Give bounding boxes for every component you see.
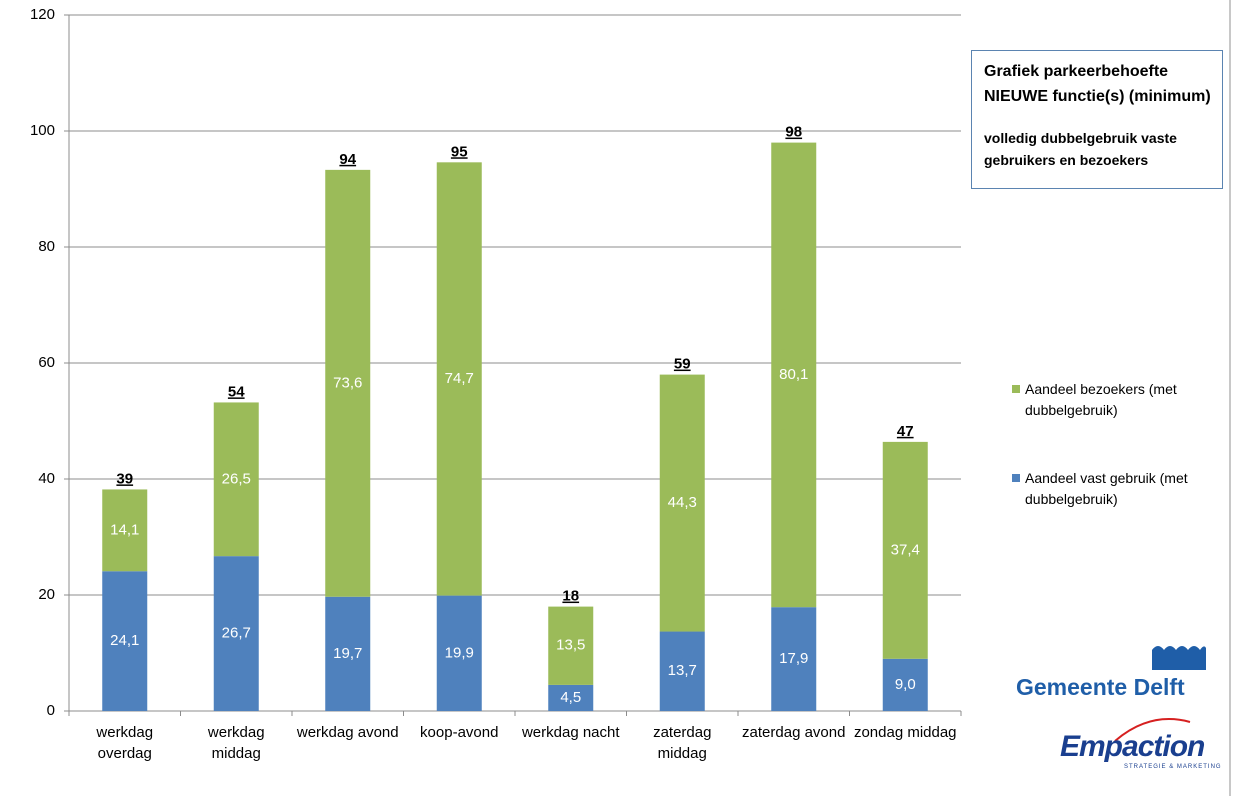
total-label: 95 (451, 143, 468, 160)
total-label: 54 (228, 383, 245, 400)
bar-segment (102, 489, 148, 572)
y-tick-label: 100 (30, 122, 55, 139)
total-label: 94 (339, 151, 356, 168)
bar-segment (548, 606, 594, 685)
total-label: 18 (562, 588, 579, 605)
value-label: 9,0 (895, 676, 916, 693)
value-label: 13,5 (556, 637, 585, 654)
value-label: 37,4 (891, 541, 920, 558)
x-tick-label: werkdag middag (207, 724, 265, 762)
value-label: 13,7 (668, 662, 697, 679)
value-label: 26,7 (222, 625, 251, 642)
x-tick-label: werkdag avond (296, 724, 399, 741)
legend-label: Aandeel vast gebruik (met dubbelgebruik) (1025, 470, 1188, 507)
value-label: 80,1 (779, 366, 808, 383)
legend-swatch (1012, 385, 1020, 393)
bar-segment (659, 631, 705, 711)
x-tick-label: werkdag overdag (96, 724, 154, 762)
logo-tagline: STRATEGIE & MARKETING (1124, 764, 1222, 770)
bar-segment (771, 607, 817, 711)
logo-empaction: Empaction (1060, 730, 1205, 763)
value-label: 74,7 (445, 370, 474, 387)
bar-segment (436, 595, 482, 711)
bar-segment (325, 169, 371, 597)
total-label: 98 (785, 124, 802, 141)
bar-segment (436, 162, 482, 596)
x-tick-label: zaterdag avond (742, 724, 846, 741)
chart-subtitle: volledig dubbelgebruik vaste gebruikers … (984, 130, 1177, 168)
logo-swoosh-line (1114, 718, 1191, 742)
bar-segment (771, 142, 817, 608)
x-tick-label: werkdag nacht (521, 724, 620, 741)
bar-segment (213, 402, 259, 557)
chart-title: Grafiek parkeerbehoefte NIEUWE functie(s… (984, 63, 1211, 105)
logo-swoosh (1114, 718, 1191, 742)
value-label: 4,5 (560, 689, 581, 706)
bar-segment (659, 374, 705, 632)
bar-segment (213, 556, 259, 711)
y-tick-label: 80 (38, 238, 55, 255)
value-label: 24,1 (110, 632, 139, 649)
value-label: 73,6 (333, 374, 362, 391)
bar-segment (102, 571, 148, 711)
logo-gemeente: Gemeente Delft (1016, 674, 1185, 700)
bar-segment (325, 596, 371, 711)
y-tick-label: 0 (47, 702, 55, 719)
x-tick-label: koop-avond (420, 724, 499, 741)
value-label: 17,9 (779, 650, 808, 667)
bar-segment (882, 441, 928, 659)
value-label: 19,9 (445, 644, 474, 661)
logo-shape (1152, 646, 1206, 670)
value-label: 14,1 (110, 521, 139, 538)
total-label: 59 (674, 356, 691, 373)
bar-segment (548, 684, 594, 711)
y-tick-label: 20 (38, 586, 55, 603)
y-tick-label: 40 (38, 470, 55, 487)
legend-label: Aandeel bezoekers (met dubbelgebruik) (1025, 381, 1177, 418)
y-tick-label: 120 (30, 6, 55, 23)
total-label: 47 (897, 423, 914, 440)
title-box: Grafiek parkeerbehoefte NIEUWE functie(s… (971, 50, 1223, 189)
value-label: 44,3 (668, 494, 697, 511)
value-label: 26,5 (222, 470, 251, 487)
total-label: 39 (116, 470, 133, 487)
logo-icon (1152, 646, 1206, 670)
legend-swatch (1012, 474, 1020, 482)
x-tick-label: zondag middag (853, 724, 957, 741)
y-tick-label: 60 (38, 354, 55, 371)
value-label: 19,7 (333, 645, 362, 662)
x-tick-label: zaterdag middag (653, 724, 712, 762)
bar-segment (882, 658, 928, 711)
